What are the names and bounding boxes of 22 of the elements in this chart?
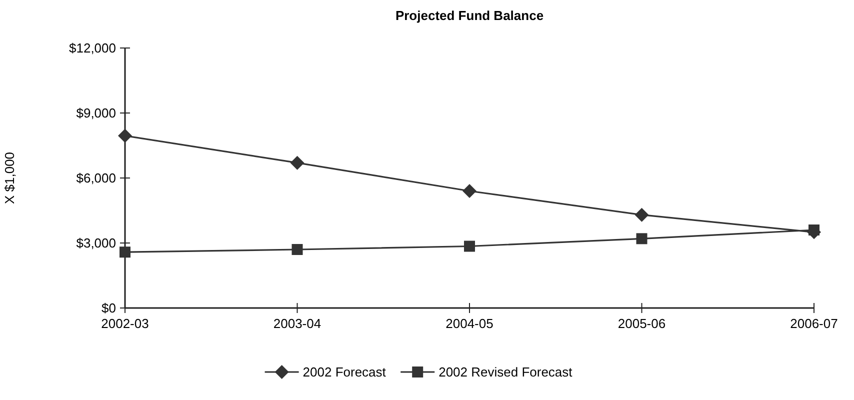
y-tick-label: $0	[102, 300, 116, 316]
chart-title: Projected Fund Balance	[395, 8, 544, 23]
point	[290, 156, 304, 170]
point	[464, 240, 475, 252]
y-axis-title: X $1,000	[2, 152, 17, 204]
point	[120, 246, 130, 258]
point	[462, 184, 476, 198]
point	[634, 208, 649, 222]
point	[636, 233, 648, 244]
y-tick-label: $12,000	[69, 40, 116, 56]
x-tick-label: 2004-05	[446, 316, 494, 331]
x-tick-label: 2005-06	[618, 316, 666, 331]
y-tick-label: $9,000	[76, 106, 116, 121]
y-tick-label: $6,000	[76, 170, 116, 186]
x-tick-label: 2002-03	[101, 316, 149, 331]
point	[118, 128, 132, 143]
legend-label: 2002 Revised Forecast	[438, 364, 573, 380]
y-tick-label: $3,000	[76, 236, 116, 251]
x-tick-label: 2006-07	[790, 316, 838, 331]
x-tick-label: 2003-04	[273, 316, 322, 331]
point	[292, 244, 303, 255]
legend-label: 2002 Forecast	[302, 364, 386, 380]
